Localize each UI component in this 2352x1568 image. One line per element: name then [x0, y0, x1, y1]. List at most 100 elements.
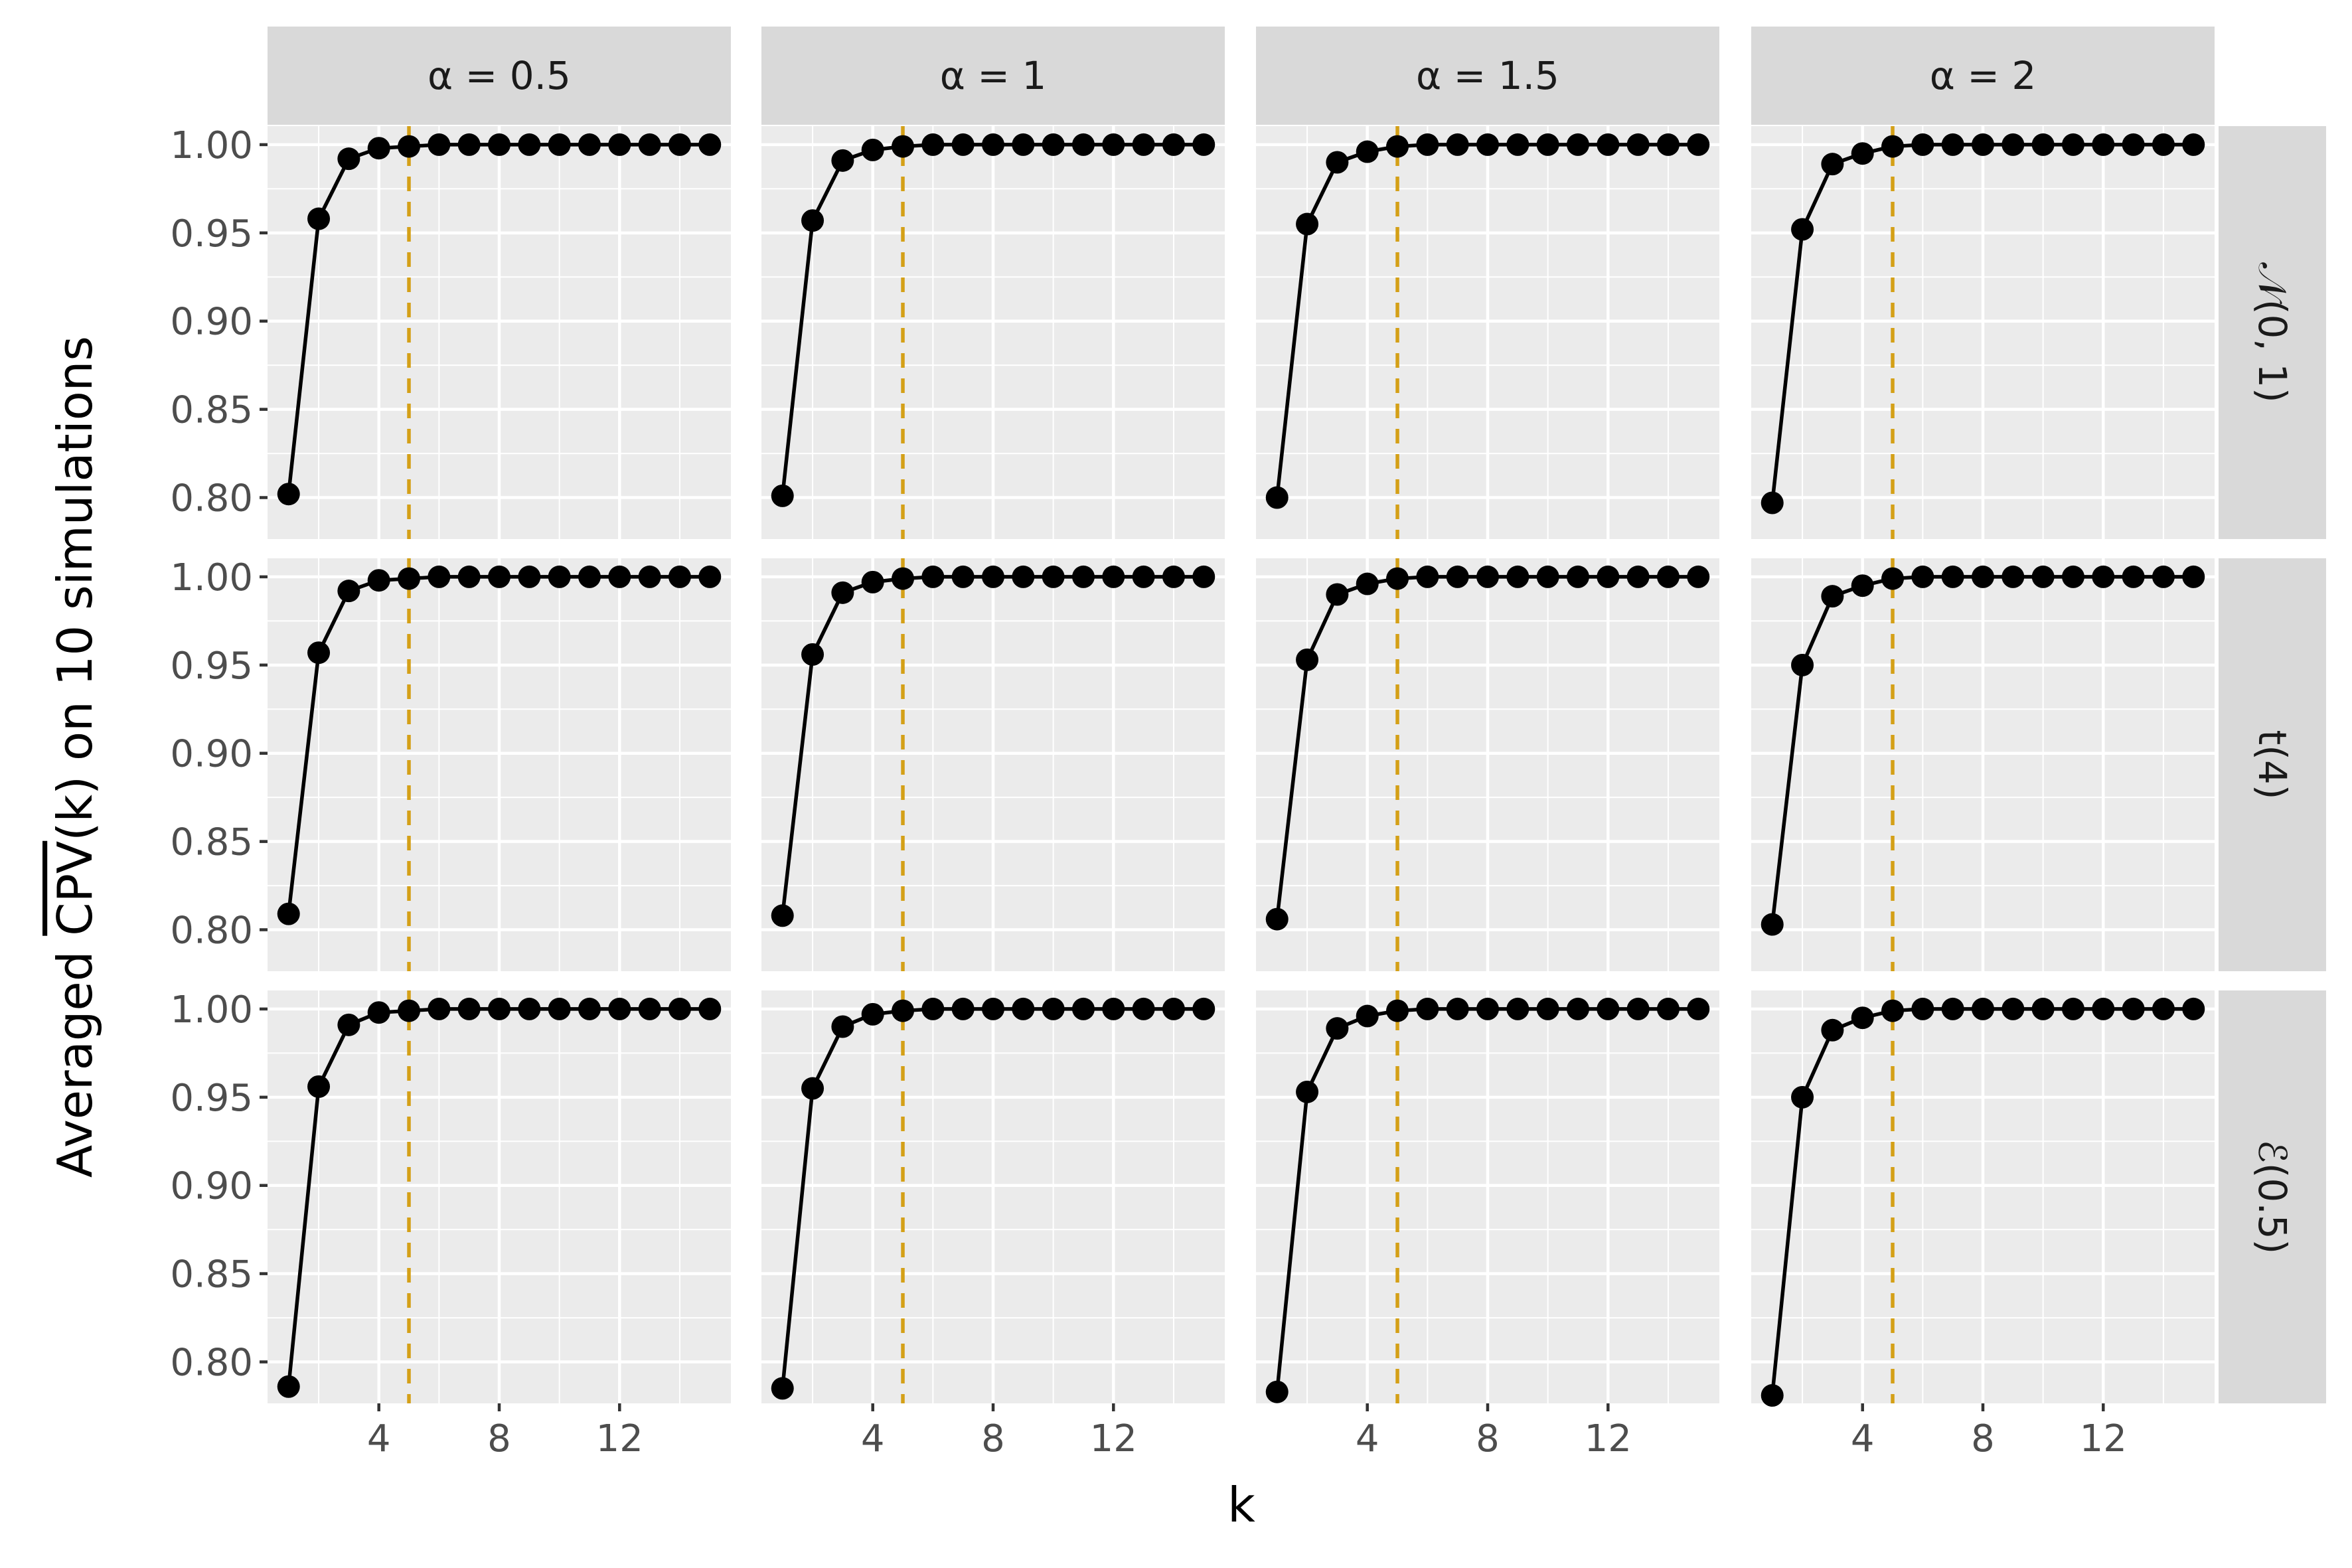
cpv-point: [668, 997, 691, 1020]
y-tick-label: 0.85: [170, 389, 253, 432]
x-tick-label: 4: [1851, 1417, 1875, 1460]
cpv-point: [1042, 997, 1065, 1020]
cpv-point: [2152, 565, 2175, 588]
cpv-point: [1656, 997, 1680, 1020]
cpv-point: [2061, 997, 2084, 1020]
cpv-point: [771, 1377, 794, 1400]
column-strip-background: [761, 27, 1225, 125]
row-strip-2: ℰ(0.5): [2219, 990, 2326, 1403]
row-strip-0: 𝒩(0, 1): [2219, 126, 2326, 539]
cpv-point: [1761, 913, 1784, 936]
x-tick-label: 12: [1090, 1417, 1137, 1460]
cpv-point: [457, 133, 481, 156]
cpv-point: [861, 1002, 884, 1026]
cpv-point: [982, 133, 1004, 156]
panels-layer: [268, 126, 2215, 1407]
cpv-point: [2092, 133, 2115, 156]
panel-r0-c0: [268, 126, 731, 539]
cpv-point: [1416, 997, 1439, 1020]
cpv-point: [428, 565, 451, 588]
cpv-point: [951, 565, 975, 588]
cpv-point: [578, 565, 601, 588]
cpv-point: [698, 133, 722, 156]
column-strip-background: [1751, 27, 2215, 125]
cpv-point: [1506, 133, 1529, 156]
cpv-point: [1386, 567, 1409, 590]
column-strip-background: [1256, 27, 1719, 125]
cpv-point: [1265, 1380, 1289, 1403]
cpv-point: [1132, 133, 1155, 156]
cpv-point: [1761, 491, 1784, 514]
cpv-point: [698, 565, 722, 588]
cpv-point: [2001, 133, 2025, 156]
cpv-point: [1626, 997, 1650, 1020]
cpv-point: [638, 997, 661, 1020]
cpv-point: [2061, 133, 2084, 156]
column-strip-label: α = 1.5: [1416, 53, 1559, 98]
x-tick-label: 8: [1476, 1417, 1500, 1460]
cpv-point: [1386, 135, 1409, 158]
cpv-point: [1071, 133, 1095, 156]
column-strip-0: α = 0.5: [268, 27, 731, 125]
x-tick-label: 8: [1971, 1417, 1995, 1460]
cpv-point: [1791, 653, 1814, 676]
cpv-point: [307, 1075, 331, 1098]
cpv-point: [1687, 133, 1710, 156]
cpv-point: [277, 1375, 300, 1398]
y-axis-title-overlined: CPV: [47, 841, 103, 936]
cpv-point: [1356, 572, 1379, 595]
y-axis-title: Averaged CPV(k) on 10 simulations: [47, 336, 103, 1178]
svg-text:Averaged CPV(k) on 10 simulati: Averaged CPV(k) on 10 simulations: [47, 336, 103, 1178]
cpv-point: [1626, 133, 1650, 156]
y-tick-label: 0.95: [170, 1077, 253, 1120]
column-strip-3: α = 2: [1751, 27, 2215, 125]
cpv-point: [1356, 140, 1379, 163]
cpv-point: [1656, 565, 1680, 588]
cpv-point: [1446, 997, 1469, 1020]
panel-r2-c1: [761, 990, 1225, 1403]
row-strip-background: [2219, 126, 2326, 539]
panel-r1-c3: [1751, 558, 2215, 971]
cpv-point: [548, 565, 571, 588]
cpv-point: [1102, 133, 1125, 156]
cpv-point: [608, 565, 631, 588]
y-tick-label: 0.90: [170, 1165, 253, 1208]
cpv-point: [2152, 133, 2175, 156]
cpv-point: [518, 565, 541, 588]
cpv-point: [1296, 212, 1319, 236]
cpv-point: [861, 138, 884, 161]
cpv-point: [892, 135, 915, 158]
cpv-point: [457, 997, 481, 1020]
cpv-point: [578, 133, 601, 156]
x-tick-label: 8: [981, 1417, 1005, 1460]
cpv-point: [1972, 997, 1994, 1020]
cpv-point: [2001, 565, 2025, 588]
cpv-point: [831, 1015, 854, 1038]
cpv-point: [698, 997, 722, 1020]
cpv-point: [1972, 565, 1994, 588]
cpv-point: [1851, 142, 1874, 165]
cpv-point: [1132, 997, 1155, 1020]
cpv-point: [307, 641, 331, 665]
cpv-point: [578, 997, 601, 1020]
cpv-point: [892, 999, 915, 1022]
cpv-point: [1446, 565, 1469, 588]
y-tick-label: 0.95: [170, 212, 253, 256]
cpv-point: [1296, 648, 1319, 671]
y-tick-label: 0.80: [170, 1342, 253, 1385]
panel-r2-c2: [1256, 990, 1719, 1403]
cpv-point: [548, 133, 571, 156]
row-strip-label: ℰ(0.5): [2250, 1140, 2295, 1255]
column-strip-label: α = 0.5: [428, 53, 571, 98]
cpv-point: [398, 567, 421, 590]
cpv-point: [1012, 997, 1035, 1020]
cpv-point: [1791, 218, 1814, 241]
cpv-point: [982, 997, 1004, 1020]
cpv-point: [608, 133, 631, 156]
cpv-point: [2122, 133, 2145, 156]
cpv-point: [488, 133, 510, 156]
cpv-point: [2182, 565, 2205, 588]
cpv-point: [1265, 907, 1289, 931]
x-tick-label: 4: [367, 1417, 391, 1460]
cpv-point: [1416, 565, 1439, 588]
